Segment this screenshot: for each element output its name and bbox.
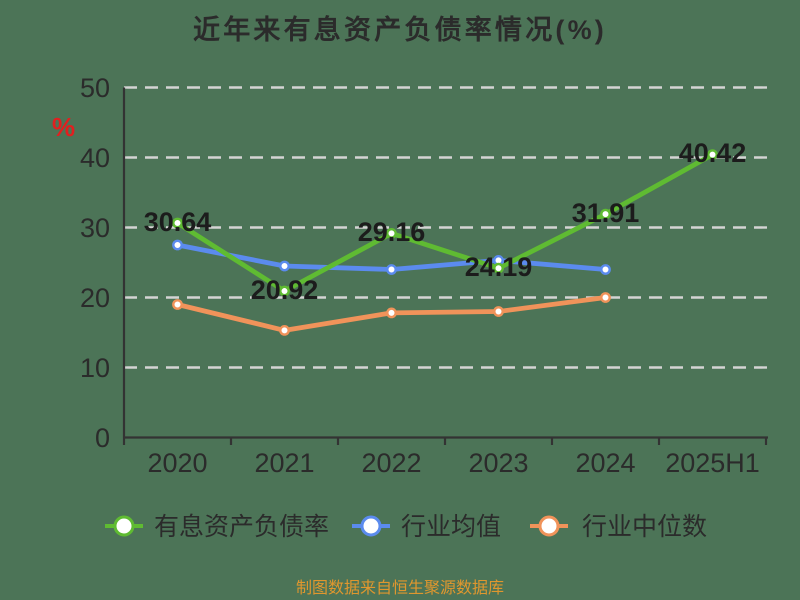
svg-text:2021: 2021 (254, 448, 314, 478)
svg-text:制图数据来自恒生聚源数据库: 制图数据来自恒生聚源数据库 (296, 579, 504, 597)
svg-text:31.91: 31.91 (572, 198, 640, 228)
svg-text:10: 10 (80, 353, 110, 383)
svg-text:50: 50 (80, 73, 110, 103)
svg-text:0: 0 (95, 423, 110, 453)
svg-text:%: % (52, 112, 75, 142)
svg-text:行业均值: 行业均值 (401, 513, 501, 541)
svg-text:2024: 2024 (575, 448, 635, 478)
svg-text:40: 40 (80, 143, 110, 173)
svg-text:40.42: 40.42 (679, 138, 747, 168)
svg-text:2020: 2020 (147, 448, 207, 478)
svg-text:30: 30 (80, 213, 110, 243)
svg-text:行业中位数: 行业中位数 (582, 513, 707, 541)
svg-text:2023: 2023 (468, 448, 528, 478)
svg-text:2025H1: 2025H1 (665, 448, 760, 478)
svg-text:有息资产负债率: 有息资产负债率 (154, 513, 329, 541)
svg-text:29.16: 29.16 (358, 217, 426, 247)
svg-text:30.64: 30.64 (144, 207, 212, 237)
svg-text:20.92: 20.92 (251, 275, 319, 305)
svg-text:24.19: 24.19 (465, 252, 533, 282)
svg-text:2022: 2022 (361, 448, 421, 478)
svg-text:20: 20 (80, 283, 110, 313)
